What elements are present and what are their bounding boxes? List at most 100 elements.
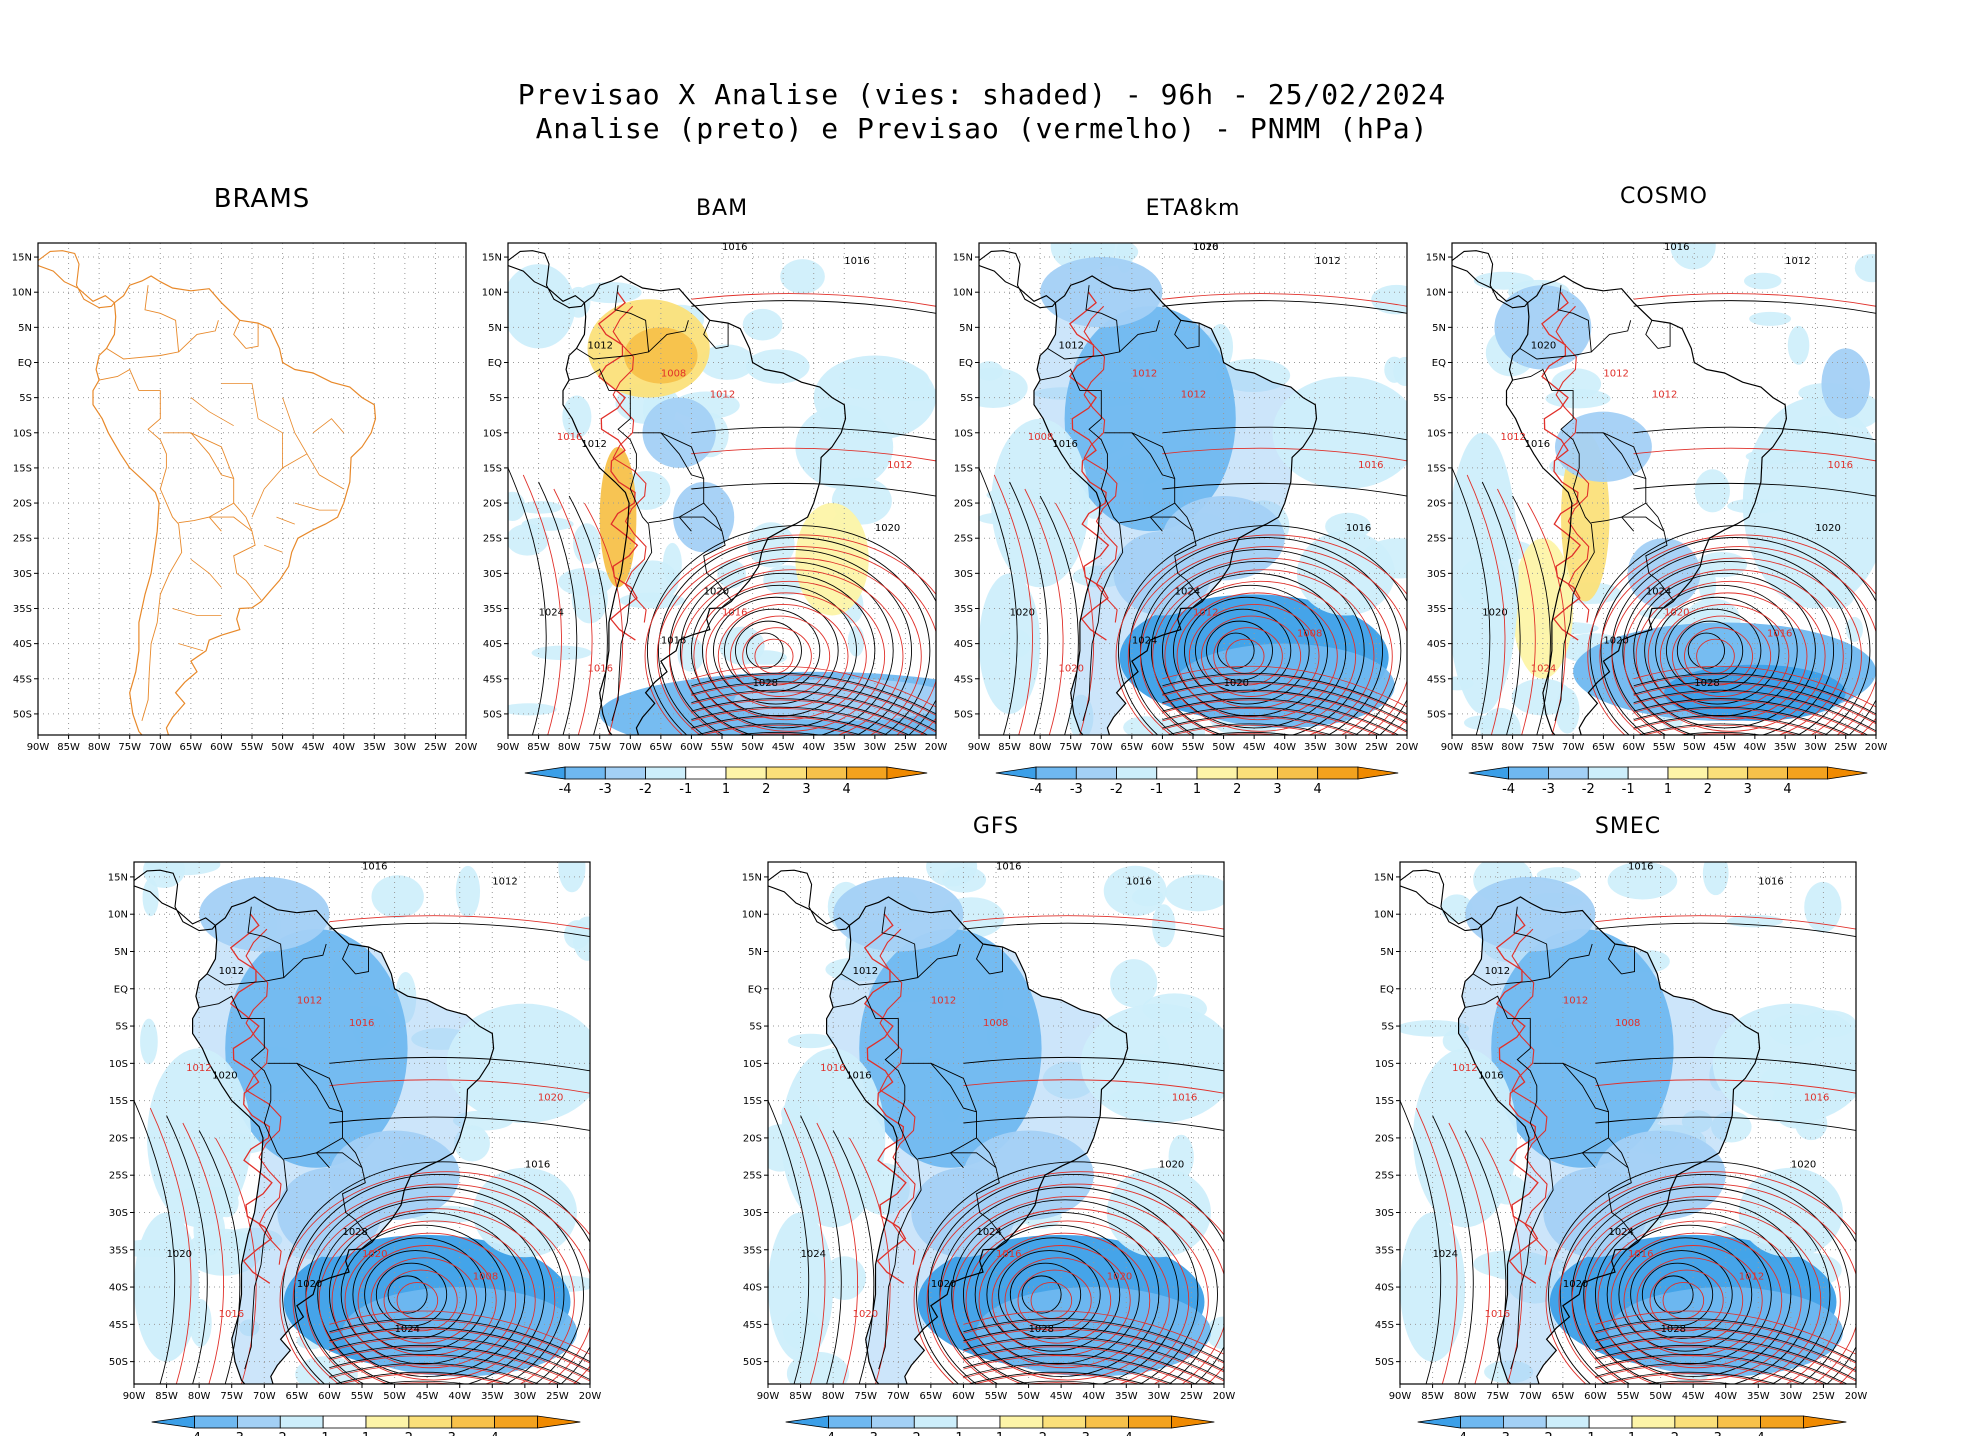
colorbar-label: 4 (1756, 1431, 1764, 1436)
coastline (562, 275, 847, 735)
lat-tick-label: 15S (13, 463, 32, 474)
lat-tick-label: 35S (1375, 1245, 1394, 1256)
bias-blob (225, 929, 408, 1168)
panel-title-bam: BAM (695, 196, 749, 221)
analysis-isobar-label: 1016 (1664, 242, 1689, 253)
forecast-isobar (1152, 569, 1375, 735)
lon-tick-label: 80W (1501, 742, 1524, 753)
analysis-isobar-label: 1024 (801, 1249, 826, 1260)
analysis-isobar (1676, 620, 1744, 681)
lon-tick-label: 60W (1584, 1391, 1607, 1402)
bias-speckle (787, 1033, 834, 1049)
north-isobar (963, 922, 1224, 938)
andes-isobar (1541, 291, 1582, 641)
country-border (316, 1152, 373, 1242)
forecast-isobar (1140, 557, 1393, 735)
lat-tick-label: 10N (108, 910, 128, 921)
forecast-isobar (1584, 1208, 1822, 1384)
analysis-isobar (328, 1212, 526, 1377)
lon-tick-label: 20W (925, 742, 948, 753)
country-border (316, 1152, 330, 1168)
colorbar-label: 1 (722, 782, 730, 797)
panel-title-brams: BRAMS (213, 184, 311, 214)
lon-tick-label: 25W (1180, 1391, 1203, 1402)
analysis-isobar-label: 1024 (1175, 586, 1200, 597)
forecast-isobar (644, 534, 936, 735)
lon-tick-label: 80W (558, 742, 581, 753)
country-border (1186, 323, 1200, 349)
analysis-isobar (1633, 715, 1830, 735)
lat-tick-label: 30S (109, 1208, 128, 1219)
forecast-isobar (1162, 716, 1356, 735)
forecast-isobar (963, 1328, 1224, 1373)
forecast-isobar (691, 674, 936, 716)
lon-tick-label: 75W (854, 1391, 877, 1402)
lon-tick-label: 40W (1744, 742, 1767, 753)
bias-speckle (145, 862, 221, 876)
bias-speckle (1551, 368, 1602, 400)
lon-tick-label: 45W (1050, 1391, 1073, 1402)
analysis-isobar (986, 1237, 1121, 1352)
lon-tick-label: 55W (241, 742, 264, 753)
pacific-isobar (1481, 481, 1521, 735)
forecast-isobar (730, 615, 831, 697)
lon-tick-label: 25W (1365, 742, 1388, 753)
forecast-isobar-label: 1020 (1058, 664, 1083, 675)
colorbar-label: -3 (1497, 1431, 1510, 1436)
analysis-isobar (364, 1250, 467, 1339)
analysis-isobar (1687, 632, 1726, 669)
pacific-isobar (849, 1137, 891, 1384)
lon-tick-label: 85W (789, 1391, 812, 1402)
forecast-isobar (1633, 691, 1876, 733)
colorbar-label: 2 (405, 1431, 413, 1436)
analysis-isobar (691, 689, 936, 732)
state-border (312, 418, 345, 434)
bias-blob (1040, 257, 1163, 328)
lon-tick-label: 60W (318, 1391, 341, 1402)
andes-isobar (1555, 305, 1590, 623)
bias-blob (1452, 432, 1519, 714)
analysis-isobar (1618, 1237, 1753, 1352)
north-isobar (1162, 447, 1407, 462)
bias-speckle (1743, 272, 1782, 290)
country-border (1549, 943, 1593, 978)
colorbar-label: -1 (951, 1431, 964, 1436)
colorbar-label: -2 (1582, 782, 1595, 797)
lat-tick-label: 25S (1375, 1171, 1394, 1182)
analysis-isobar (691, 681, 936, 723)
lon-tick-label: 30W (1804, 742, 1827, 753)
forecast-isobar (1649, 1269, 1724, 1332)
coastline (38, 250, 116, 309)
north-isobar (329, 1079, 590, 1094)
colorbar-segment (1503, 1415, 1547, 1429)
lon-tick-label: 75W (1059, 742, 1082, 753)
colorbar-label: -3 (231, 1431, 244, 1436)
country-border (648, 320, 689, 353)
pacific-isobar (979, 467, 1018, 735)
analysis-isobar-label: 1016 (846, 1070, 871, 1081)
country-border (1507, 1018, 1538, 1124)
country-border (342, 1137, 363, 1168)
pacific-isobar (1400, 1100, 1442, 1384)
forecast-isobar (1642, 724, 1798, 735)
colorbar-label: 1 (1193, 782, 1201, 797)
lat-tick-label: 30S (1375, 1208, 1394, 1219)
panel-title-gfs: GFS (972, 814, 1020, 839)
colorbar-segment (1171, 1415, 1215, 1429)
lat-tick-label: 20S (1375, 1133, 1394, 1144)
lat-tick-label: 25S (1427, 534, 1446, 545)
country-border (833, 995, 876, 1019)
analysis-isobar (1653, 1275, 1694, 1314)
forecast-isobar-label: 1008 (1615, 1018, 1640, 1029)
lat-tick-label: 10N (12, 288, 32, 299)
forecast-isobar (1605, 1373, 1772, 1384)
lon-tick-label: 40W (802, 742, 825, 753)
forecast-isobar-label: 1008 (1028, 432, 1053, 443)
country-border (141, 488, 183, 722)
pacific-isobar (508, 467, 547, 735)
analysis-isobar (951, 1199, 1179, 1384)
country-border (106, 285, 180, 360)
country-border (569, 368, 610, 391)
pacific-isobar (816, 1122, 858, 1384)
